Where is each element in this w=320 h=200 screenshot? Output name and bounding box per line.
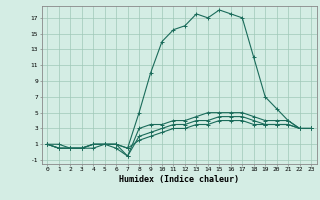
X-axis label: Humidex (Indice chaleur): Humidex (Indice chaleur) bbox=[119, 175, 239, 184]
